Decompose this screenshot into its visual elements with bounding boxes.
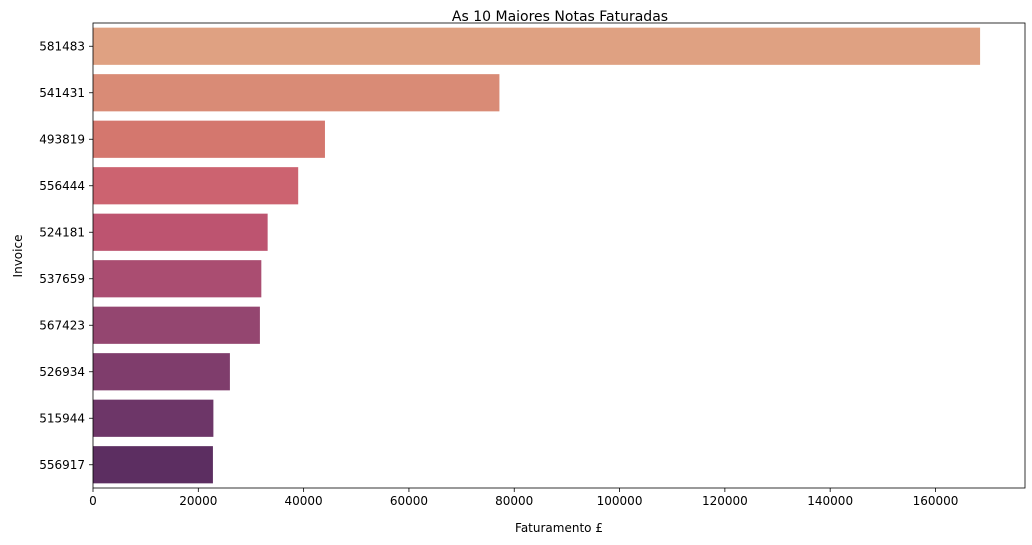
x-axis-label: Faturamento £ (515, 521, 603, 535)
y-tick-label: 556444 (39, 179, 85, 193)
x-tick-label: 40000 (285, 494, 323, 508)
bar-567423 (93, 306, 260, 344)
bar-541431 (93, 74, 500, 112)
x-tick-label: 100000 (597, 494, 643, 508)
bars-group (93, 27, 981, 484)
x-tick-label: 20000 (179, 494, 217, 508)
y-ticks-group: 581483 541431 493819 556444 524181 537659 5674… (39, 39, 93, 472)
bar-556917 (93, 446, 213, 484)
y-axis-label: Invoice (11, 235, 25, 278)
x-ticks-group: 0 20000 40000 60000 80000 100000 120000 140000 1… (89, 488, 958, 508)
y-tick-label: 515944 (39, 411, 85, 425)
bar-537659 (93, 260, 262, 298)
plot-frame (92, 22, 1026, 489)
y-tick-label: 567423 (39, 318, 85, 332)
x-tick-label: 60000 (390, 494, 428, 508)
chart-title: As 10 Maiores Notas Faturadas (452, 9, 668, 25)
bar-556444 (93, 167, 299, 205)
x-tick-label: 80000 (495, 494, 533, 508)
y-tick-label: 526934 (39, 365, 85, 379)
y-tick-label: 556917 (39, 458, 85, 472)
bar-526934 (93, 353, 230, 391)
bar-581483 (93, 27, 981, 65)
x-tick-label: 0 (89, 494, 97, 508)
x-tick-label: 120000 (702, 494, 748, 508)
y-tick-label: 541431 (39, 86, 85, 100)
bar-515944 (93, 399, 214, 437)
y-tick-label: 581483 (39, 39, 85, 53)
y-tick-label: 524181 (39, 225, 85, 239)
x-tick-label: 140000 (807, 494, 853, 508)
bar-524181 (93, 213, 268, 251)
y-tick-label: 493819 (39, 132, 85, 146)
x-tick-label: 160000 (913, 494, 959, 508)
y-tick-label: 537659 (39, 272, 85, 286)
bar-493819 (93, 120, 325, 158)
